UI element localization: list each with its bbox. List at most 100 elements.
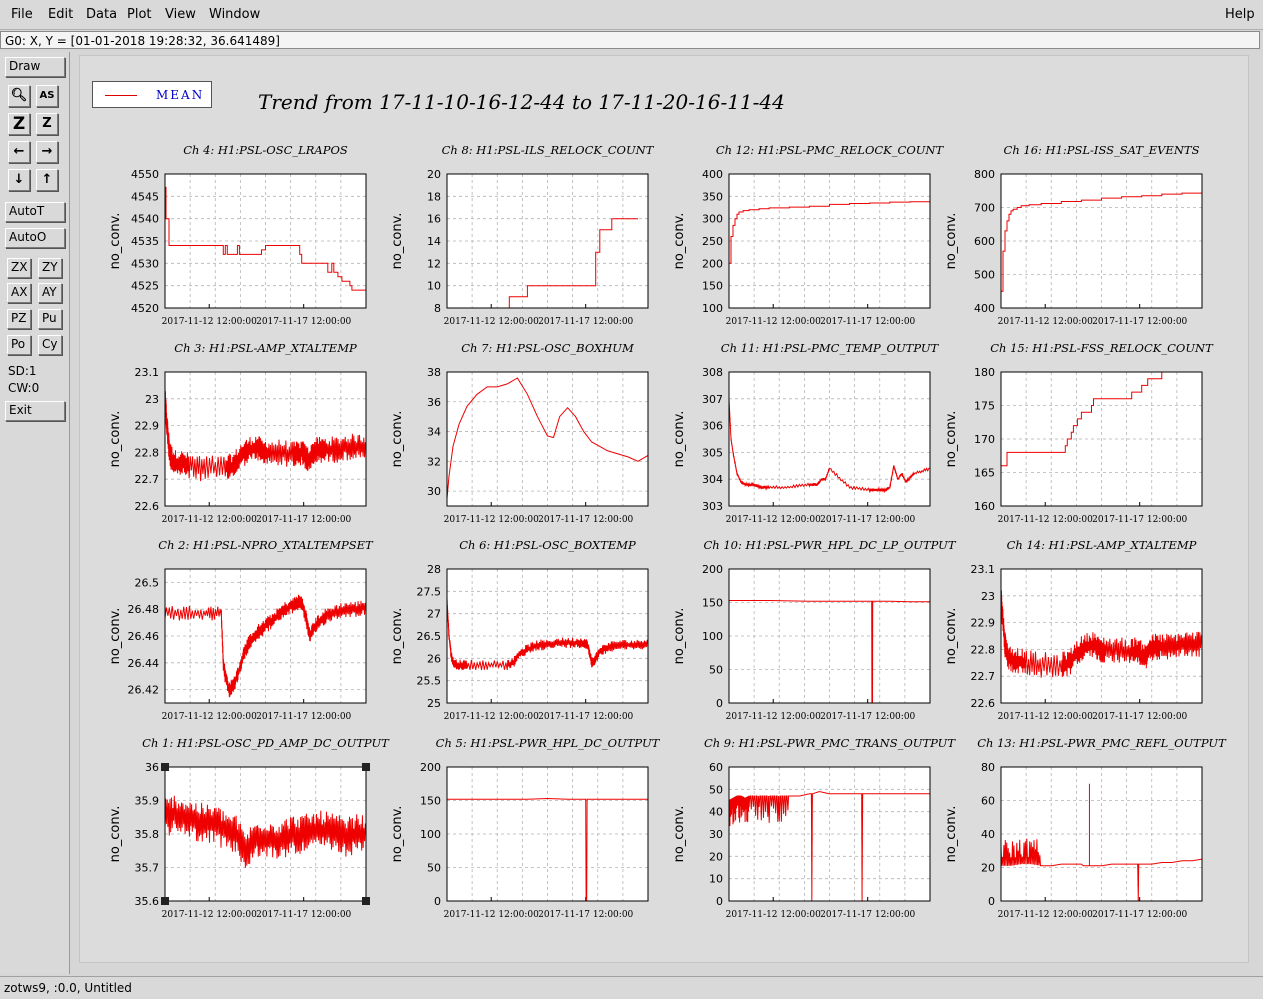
chart-2-ytick-label: 10 <box>427 280 441 293</box>
chart-7-series-line <box>728 399 931 494</box>
chart-8-ytick-label: 160 <box>974 500 995 513</box>
chart-12-title: Ch 14: H1:PSL-AMP_XTALTEMP <box>1007 538 1197 552</box>
chart-1-ytick-label: 4535 <box>131 235 159 248</box>
menu-window[interactable]: Window <box>209 7 261 22</box>
chart-13-ytick-label: 35.9 <box>135 795 160 808</box>
chart-2-ytick-label: 18 <box>427 190 441 203</box>
chart-6-title: Ch 7: H1:PSL-OSC_BOXHUM <box>461 341 635 355</box>
chart-10-ylabel: no_conv. <box>390 608 405 665</box>
chart-8-title: Ch 15: H1:PSL-FSS_RELOCK_COUNT <box>990 341 1214 355</box>
chart-11-ytick-label: 150 <box>702 597 723 610</box>
draw-button[interactable]: Draw <box>5 57 65 77</box>
po-button[interactable]: Po <box>7 335 31 355</box>
chart-5-ytick-label: 22.7 <box>135 473 160 486</box>
chart-6-ytick-label: 32 <box>427 455 441 468</box>
chart-15-ylabel: no_conv. <box>672 806 687 863</box>
menu-view[interactable]: View <box>165 7 196 22</box>
chart-11-xtick-label: 2017-11-12 12:00:00 <box>726 712 821 722</box>
chart-1-ytick-label: 4545 <box>131 190 159 203</box>
menu-plot[interactable]: Plot <box>127 7 152 22</box>
menu-edit[interactable]: Edit <box>48 7 74 22</box>
pz-button[interactable]: PZ <box>7 309 31 329</box>
chart-16-ytick-label: 20 <box>981 862 995 875</box>
selection-handle <box>362 763 370 771</box>
chart-8-xtick-label: 2017-11-12 12:00:00 <box>998 515 1093 525</box>
chart-3-ytick-label: 350 <box>702 190 723 203</box>
chart-14-xtick-label: 2017-11-12 12:00:00 <box>444 910 539 920</box>
chart-10-ytick-label: 25.5 <box>417 675 442 688</box>
chart-4-ylabel: no_conv. <box>944 213 959 270</box>
chart-4-ytick-label: 800 <box>974 168 995 181</box>
chart-6-xtick-label: 2017-11-17 12:00:00 <box>538 515 633 525</box>
footer-status: zotws9, :0.0, Untitled <box>0 976 1263 998</box>
chart-15-frame <box>728 766 931 902</box>
chart-7-ytick-label: 306 <box>702 420 723 433</box>
chart-14-series-line <box>447 797 648 902</box>
chart-12-series-line <box>1000 590 1203 678</box>
chart-2-ytick-label: 12 <box>427 257 441 270</box>
ay-button[interactable]: AY <box>38 283 62 303</box>
arrow-down-icon[interactable]: ↓ <box>8 169 30 191</box>
arrow-up-icon[interactable]: ↑ <box>36 169 58 191</box>
chart-3-ylabel: no_conv. <box>672 213 687 270</box>
chart-7-ytick-label: 303 <box>702 500 723 513</box>
zoom-out-z-icon[interactable]: Z <box>36 113 58 135</box>
exit-button[interactable]: Exit <box>5 401 65 421</box>
chart-4-series-line <box>1001 192 1203 292</box>
chart-8-xtick-label: 2017-11-17 12:00:00 <box>1092 515 1187 525</box>
menu-data[interactable]: Data <box>86 7 118 22</box>
arrow-left-icon[interactable]: ← <box>8 141 30 163</box>
chart-8-series-line <box>1001 371 1182 467</box>
autot-button[interactable]: AutoT <box>5 202 65 222</box>
chart-7-ytick-label: 305 <box>702 446 723 459</box>
chart-12-ytick-label: 23 <box>981 590 995 603</box>
chart-9-ytick-label: 26.44 <box>128 657 160 670</box>
chart-15-ytick-label: 10 <box>709 873 723 886</box>
chart-7-xtick-label: 2017-11-17 12:00:00 <box>820 515 915 525</box>
autoscale-icon[interactable]: AS <box>36 85 58 107</box>
menu-file[interactable]: File <box>11 7 33 22</box>
zy-button[interactable]: ZY <box>38 258 62 278</box>
chart-12-ytick-label: 22.8 <box>971 643 996 656</box>
chart-11-ylabel: no_conv. <box>672 608 687 665</box>
chart-8-ytick-label: 170 <box>974 433 995 446</box>
chart-12-xtick-label: 2017-11-17 12:00:00 <box>1092 712 1187 722</box>
chart-15-ytick-label: 30 <box>709 828 723 841</box>
chart-2-ytick-label: 20 <box>427 168 441 181</box>
cy-button[interactable]: Cy <box>38 335 62 355</box>
chart-10-ytick-label: 27 <box>427 608 441 621</box>
autoo-button[interactable]: AutoO <box>5 228 65 248</box>
zoom-in-z-icon[interactable]: Z <box>8 113 30 135</box>
pu-button[interactable]: Pu <box>38 309 62 329</box>
legend: MEAN <box>92 81 212 108</box>
chart-9-xtick-label: 2017-11-12 12:00:00 <box>162 712 257 722</box>
chart-4-ytick-label: 700 <box>974 202 995 215</box>
chart-13-ytick-label: 35.7 <box>135 862 160 875</box>
zx-button[interactable]: ZX <box>7 258 31 278</box>
chart-10-title: Ch 6: H1:PSL-OSC_BOXTEMP <box>459 538 636 552</box>
chart-10-ytick-label: 27.5 <box>417 585 442 598</box>
cursor-readout: G0: X, Y = [01-01-2018 19:28:32, 36.6414… <box>0 31 1260 49</box>
selection-handle <box>161 897 169 905</box>
chart-15-series-line <box>728 791 930 902</box>
chart-10-ytick-label: 25 <box>427 697 441 710</box>
chart-16-series-line <box>1000 838 1203 902</box>
chart-11-ytick-label: 0 <box>716 697 723 710</box>
chart-9-ytick-label: 26.5 <box>135 576 160 589</box>
chart-3-ytick-label: 250 <box>702 235 723 248</box>
chart-6-ytick-label: 36 <box>427 396 441 409</box>
arrow-right-icon[interactable]: → <box>36 141 58 163</box>
chart-10-xtick-label: 2017-11-17 12:00:00 <box>538 712 633 722</box>
menu-help[interactable]: Help <box>1225 7 1255 22</box>
chart-3-series-line <box>729 201 931 264</box>
chart-12-xtick-label: 2017-11-12 12:00:00 <box>998 712 1093 722</box>
chart-2-xtick-label: 2017-11-12 12:00:00 <box>444 317 539 327</box>
chart-13-xtick-label: 2017-11-12 12:00:00 <box>162 910 257 920</box>
chart-14-ytick-label: 150 <box>420 795 441 808</box>
zoom-icon[interactable]: 🔍︎ <box>8 85 30 107</box>
chart-13-xtick-label: 2017-11-17 12:00:00 <box>256 910 351 920</box>
ax-button[interactable]: AX <box>7 283 31 303</box>
chart-3-ytick-label: 200 <box>702 257 723 270</box>
chart-12-ylabel: no_conv. <box>944 608 959 665</box>
chart-11-ytick-label: 200 <box>702 563 723 576</box>
